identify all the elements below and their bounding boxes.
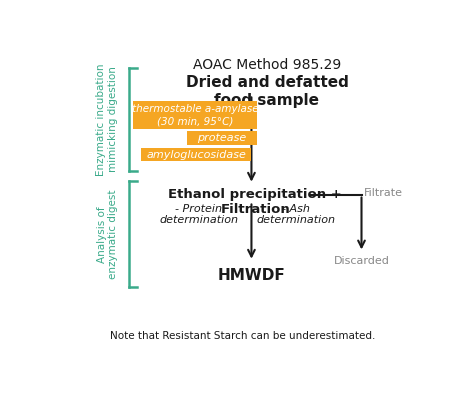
FancyBboxPatch shape: [133, 101, 257, 129]
Text: Discarded: Discarded: [334, 256, 390, 266]
Text: HMWDF: HMWDF: [218, 268, 285, 283]
Text: - Protein
determination: - Protein determination: [159, 204, 238, 225]
Text: Analysis of
enzymatic digest: Analysis of enzymatic digest: [97, 190, 118, 279]
Text: amyloglucosidase: amyloglucosidase: [146, 150, 246, 160]
FancyBboxPatch shape: [187, 131, 257, 145]
Text: AOAC Method 985.29: AOAC Method 985.29: [193, 57, 341, 72]
Text: Note that Resistant Starch can be underestimated.: Note that Resistant Starch can be undere…: [110, 331, 375, 341]
Text: - Ash
determination: - Ash determination: [256, 204, 335, 225]
Text: protease: protease: [197, 133, 246, 143]
Text: Filtrate: Filtrate: [364, 188, 403, 198]
Text: Enzymatic incubation
mimicking digestion: Enzymatic incubation mimicking digestion: [97, 63, 118, 176]
Text: thermostable a-amylase
(30 min, 95°C): thermostable a-amylase (30 min, 95°C): [132, 105, 258, 126]
Text: Dried and defatted
food sample: Dried and defatted food sample: [185, 75, 348, 108]
Text: Ethanol precipitation +
Filtration: Ethanol precipitation + Filtration: [168, 188, 342, 217]
FancyBboxPatch shape: [141, 148, 251, 162]
